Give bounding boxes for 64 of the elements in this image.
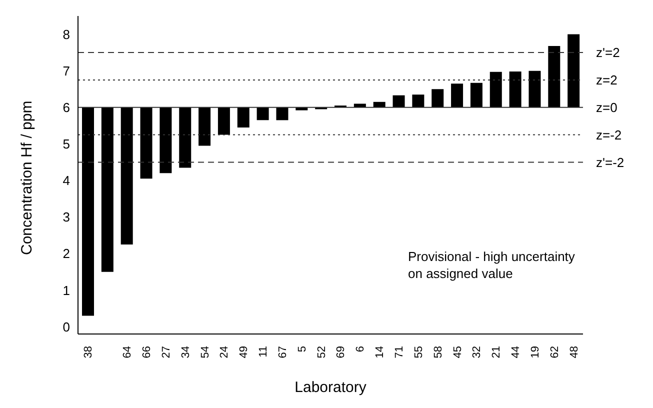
x-tick-label: 55 — [412, 346, 425, 358]
bar — [179, 107, 192, 168]
bar — [237, 107, 250, 128]
bar — [198, 107, 211, 146]
x-tick-label: 69 — [335, 346, 348, 358]
bar — [412, 94, 424, 108]
x-tick-label: 45 — [452, 346, 464, 358]
x-tick-label: 58 — [432, 346, 444, 358]
x-tick-label: 66 — [140, 346, 153, 358]
bar — [140, 107, 152, 179]
x-axis-title: Laboratory — [294, 379, 367, 396]
bar — [451, 84, 464, 108]
y-tick-label: 4 — [62, 173, 70, 188]
x-tick-label: 49 — [238, 346, 250, 358]
y-axis-title: Concentration Hf / ppm — [18, 100, 36, 255]
x-tick-label: 32 — [471, 346, 484, 358]
bar — [256, 107, 269, 120]
x-tick-label: 48 — [568, 346, 580, 358]
bar — [101, 107, 114, 272]
bar — [82, 107, 94, 316]
text: z'=-2 — [596, 154, 624, 170]
y-tick-label: 5 — [62, 136, 70, 152]
annotation: Provisional - high uncertainty on assigned value — [408, 248, 576, 282]
x-tick-label: 38 — [82, 346, 95, 358]
y-tick-label: 8 — [62, 26, 70, 42]
y-tick-label: 1 — [62, 282, 70, 298]
x-tick-label: 27 — [160, 346, 172, 358]
x-tick-label: 54 — [199, 346, 212, 358]
x-tick-label: 21 — [490, 346, 503, 358]
x-tick-label: 44 — [510, 346, 522, 358]
y-tick-label: 0 — [62, 319, 70, 334]
x-tick-label: 11 — [258, 346, 270, 358]
bar — [470, 82, 482, 108]
bar — [160, 107, 172, 174]
x-tick-label: 6 — [354, 346, 367, 352]
bar — [509, 72, 522, 108]
text: z=2 — [596, 72, 618, 88]
x-tick-label: 24 — [218, 346, 231, 358]
bar — [528, 70, 541, 108]
x-tick-label: 34 — [180, 346, 192, 358]
bar — [276, 107, 288, 120]
x-tick-label: 71 — [393, 346, 406, 358]
bar — [548, 46, 560, 108]
y-tick-label: 3 — [62, 210, 70, 225]
bar — [392, 95, 405, 108]
bar — [373, 102, 386, 108]
text: z=-2 — [596, 127, 622, 142]
text: z=0 — [596, 100, 618, 115]
bar — [120, 107, 133, 244]
y-tick-label: 7 — [62, 63, 70, 78]
bar — [490, 72, 502, 108]
text: z'=2 — [596, 45, 620, 60]
x-tick-label: 52 — [316, 346, 328, 358]
x-tick-label: 19 — [529, 346, 542, 358]
x-tick-label: 64 — [122, 346, 134, 358]
bar — [218, 107, 230, 135]
y-tick-label: 2 — [62, 246, 70, 262]
y-tick-label: 6 — [62, 100, 70, 115]
x-tick-label: 62 — [548, 346, 561, 358]
bar — [568, 34, 580, 108]
x-tick-label: 67 — [276, 346, 289, 358]
x-tick-label: 14 — [374, 346, 386, 358]
bar — [432, 89, 444, 108]
x-tick-label: 5 — [296, 346, 308, 352]
